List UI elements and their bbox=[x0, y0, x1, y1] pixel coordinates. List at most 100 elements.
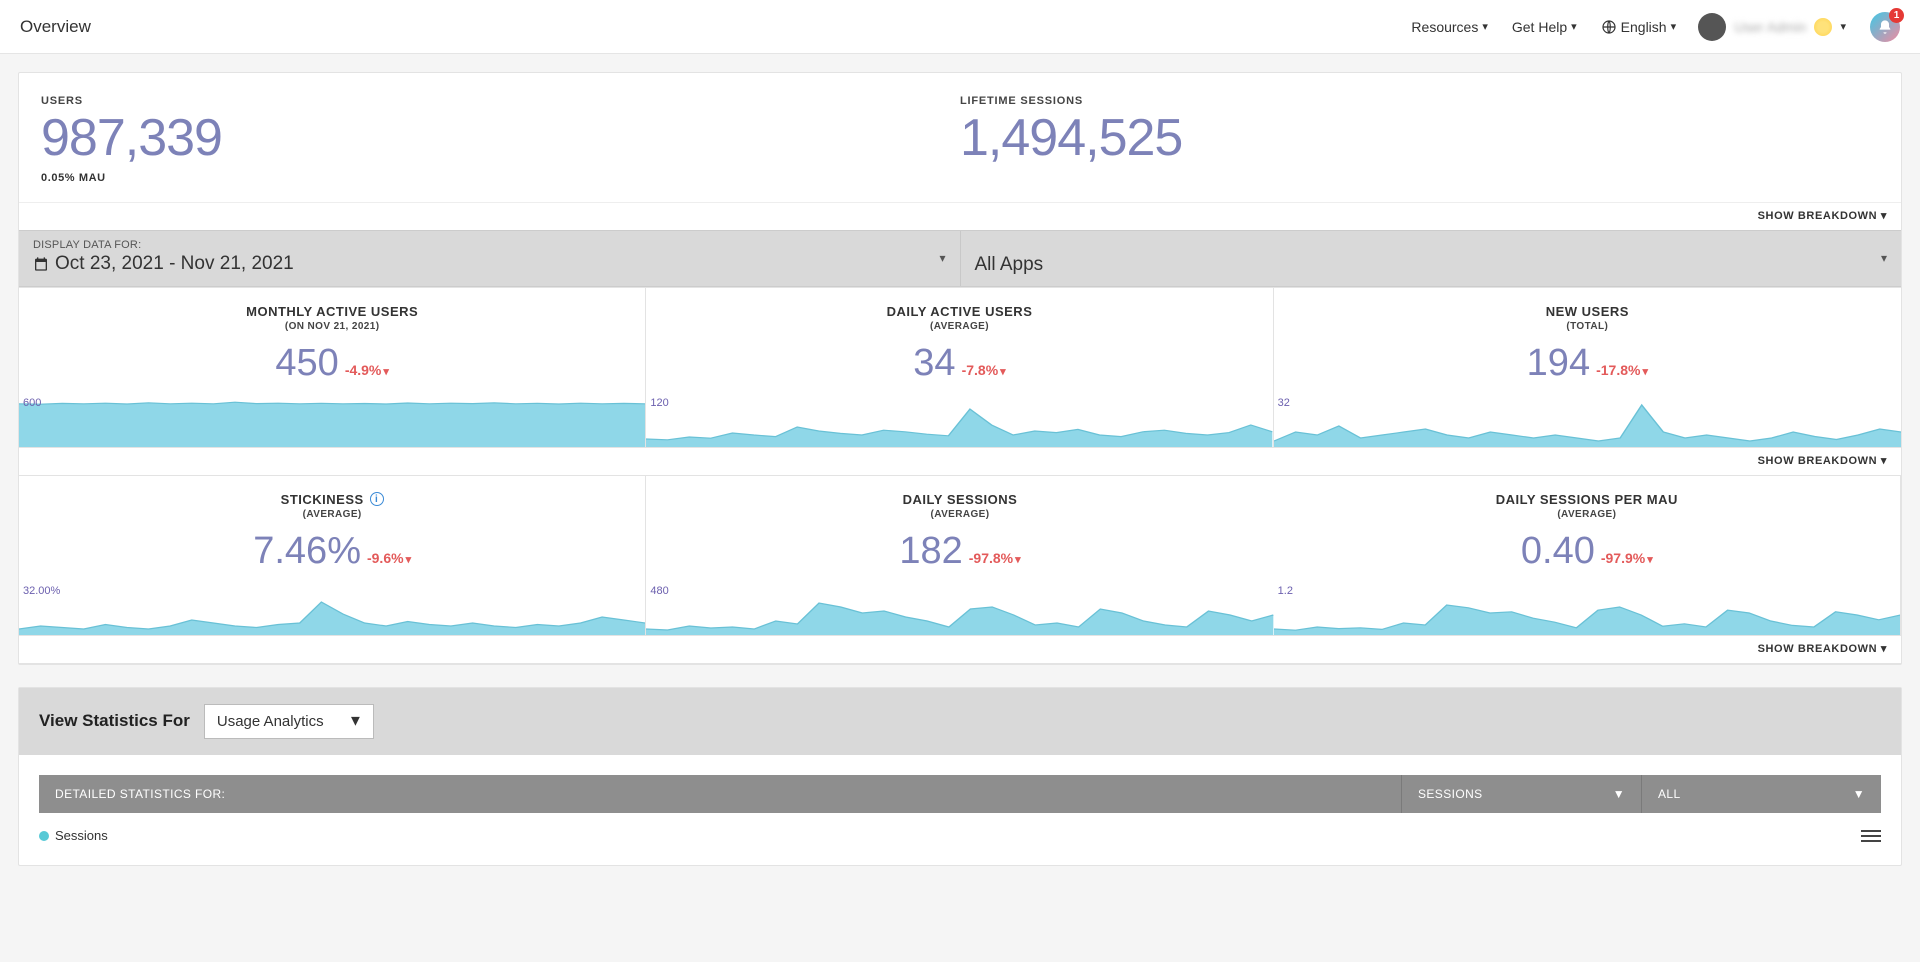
metric-card[interactable]: DAILY SESSIONS (AVERAGE) 182 -97.8%▾ 480 bbox=[646, 476, 1273, 636]
show-breakdown-button[interactable]: SHOW BREAKDOWN ▾ bbox=[19, 636, 1901, 664]
metric-subtitle: (ON NOV 21, 2021) bbox=[19, 321, 645, 332]
metric-value: 450 bbox=[275, 342, 338, 385]
spark-ymax: 480 bbox=[650, 585, 668, 597]
get-help-label: Get Help bbox=[1512, 19, 1567, 35]
metric-subtitle: (AVERAGE) bbox=[1274, 509, 1900, 520]
summary-sessions: LIFETIME SESSIONS 1,494,525 bbox=[960, 95, 1879, 184]
app-picker-value: All Apps bbox=[975, 254, 1044, 276]
chevron-down-icon: ▾ bbox=[1881, 251, 1887, 265]
caret-down-icon: ▼ bbox=[348, 713, 363, 730]
notification-count: 1 bbox=[1889, 8, 1904, 23]
stats-body: DETAILED STATISTICS FOR: SESSIONS ▼ ALL … bbox=[19, 755, 1901, 865]
metric-title: STICKINESS i bbox=[19, 492, 645, 507]
date-range-picker[interactable]: DISPLAY DATA FOR: Oct 23, 2021 - Nov 21,… bbox=[19, 231, 961, 286]
metric-subtitle: (AVERAGE) bbox=[19, 509, 645, 520]
spark-ymax: 600 bbox=[23, 397, 41, 409]
users-value: 987,339 bbox=[41, 111, 960, 166]
metric-value: 7.46% bbox=[253, 530, 361, 573]
spark-ymax: 32 bbox=[1278, 397, 1290, 409]
stats-header: View Statistics For Usage Analytics ▼ bbox=[19, 688, 1901, 755]
metric-delta: -97.9%▾ bbox=[1601, 550, 1653, 566]
page-body: USERS 987,339 0.05% MAU LIFETIME SESSION… bbox=[0, 54, 1920, 884]
get-help-menu[interactable]: Get Help ▾ bbox=[1500, 19, 1589, 35]
info-icon[interactable]: i bbox=[370, 492, 384, 506]
page-title: Overview bbox=[20, 17, 91, 37]
legend-label: Sessions bbox=[55, 828, 108, 843]
avatar bbox=[1698, 13, 1726, 41]
chevron-down-icon: ▾ bbox=[939, 251, 945, 265]
stats-header-label: View Statistics For bbox=[39, 711, 190, 731]
sparkline-chart bbox=[19, 587, 645, 635]
show-breakdown-button[interactable]: SHOW BREAKDOWN ▾ bbox=[19, 202, 1901, 230]
metric-card[interactable]: MONTHLY ACTIVE USERS (ON NOV 21, 2021) 4… bbox=[19, 288, 646, 448]
detail-dropdown-scope[interactable]: ALL ▼ bbox=[1641, 775, 1881, 813]
metrics-grid: MONTHLY ACTIVE USERS (ON NOV 21, 2021) 4… bbox=[19, 287, 1901, 664]
metric-card[interactable]: NEW USERS (TOTAL) 194 -17.8%▾ 32 bbox=[1274, 288, 1901, 448]
chart-legend: Sessions bbox=[39, 827, 1881, 845]
metric-delta: -9.6%▾ bbox=[367, 550, 411, 566]
spark-ymax: 32.00% bbox=[23, 585, 60, 597]
summary-users: USERS 987,339 0.05% MAU bbox=[41, 95, 960, 184]
metric-card[interactable]: DAILY SESSIONS PER MAU (AVERAGE) 0.40 -9… bbox=[1274, 476, 1901, 636]
summary-card: USERS 987,339 0.05% MAU LIFETIME SESSION… bbox=[18, 72, 1902, 665]
top-nav: Overview Resources ▾ Get Help ▾ English … bbox=[0, 0, 1920, 54]
sparkline-chart bbox=[1274, 587, 1900, 635]
sparkline-chart bbox=[19, 399, 645, 447]
notifications-button[interactable]: 1 bbox=[1870, 12, 1900, 42]
metric-value: 182 bbox=[899, 530, 962, 573]
users-label: USERS bbox=[41, 95, 960, 107]
sparkline-chart bbox=[1274, 399, 1901, 447]
chevron-down-icon: ▾ bbox=[1571, 20, 1577, 33]
metric-card[interactable]: STICKINESS i (AVERAGE) 7.46% -9.6%▾ 32.0… bbox=[19, 476, 646, 636]
metric-delta: -7.8%▾ bbox=[962, 362, 1006, 378]
stats-select[interactable]: Usage Analytics ▼ bbox=[204, 704, 374, 739]
metric-delta: -4.9%▾ bbox=[345, 362, 389, 378]
metric-title: NEW USERS bbox=[1274, 304, 1901, 319]
metric-title: DAILY SESSIONS bbox=[646, 492, 1273, 507]
metric-title: DAILY SESSIONS PER MAU bbox=[1274, 492, 1900, 507]
metric-card[interactable]: DAILY ACTIVE USERS (AVERAGE) 34 -7.8%▾ 1… bbox=[646, 288, 1273, 448]
sparkline-chart bbox=[646, 587, 1273, 635]
stats-card: View Statistics For Usage Analytics ▼ DE… bbox=[18, 687, 1902, 866]
filter-label: DISPLAY DATA FOR: bbox=[33, 239, 946, 251]
language-menu[interactable]: English ▾ bbox=[1589, 19, 1688, 35]
metric-delta: -97.8%▾ bbox=[969, 550, 1021, 566]
resources-menu[interactable]: Resources ▾ bbox=[1399, 19, 1499, 35]
spark-ymax: 1.2 bbox=[1278, 585, 1293, 597]
language-label: English bbox=[1621, 19, 1667, 35]
metric-subtitle: (AVERAGE) bbox=[646, 321, 1272, 332]
app-picker[interactable]: All Apps ▾ bbox=[961, 231, 1902, 286]
chevron-down-icon: ▾ bbox=[1482, 20, 1488, 33]
detail-dropdown-metric[interactable]: SESSIONS ▼ bbox=[1401, 775, 1641, 813]
chevron-down-icon: ▾ bbox=[1671, 20, 1677, 33]
metric-title: MONTHLY ACTIVE USERS bbox=[19, 304, 645, 319]
caret-down-icon: ▼ bbox=[1613, 787, 1625, 801]
caret-down-icon: ▼ bbox=[1853, 787, 1865, 801]
spark-ymax: 120 bbox=[650, 397, 668, 409]
sparkline-chart bbox=[646, 399, 1272, 447]
detail-bar: DETAILED STATISTICS FOR: SESSIONS ▼ ALL … bbox=[39, 775, 1881, 813]
detail-label: DETAILED STATISTICS FOR: bbox=[39, 775, 1401, 813]
user-name: User Admin bbox=[1734, 19, 1806, 35]
users-sub: 0.05% MAU bbox=[41, 172, 960, 184]
show-breakdown-button[interactable]: SHOW BREAKDOWN ▾ bbox=[19, 448, 1901, 476]
chevron-down-icon: ▾ bbox=[1840, 20, 1846, 33]
resources-label: Resources bbox=[1411, 19, 1478, 35]
sun-icon bbox=[1814, 18, 1832, 36]
stats-select-value: Usage Analytics bbox=[217, 713, 324, 730]
metric-value: 0.40 bbox=[1521, 530, 1595, 573]
metric-value: 194 bbox=[1527, 342, 1590, 385]
calendar-icon bbox=[33, 256, 49, 272]
detail-dd2-value: ALL bbox=[1658, 787, 1681, 801]
filter-bar: DISPLAY DATA FOR: Oct 23, 2021 - Nov 21,… bbox=[19, 230, 1901, 287]
date-range-value: Oct 23, 2021 - Nov 21, 2021 bbox=[55, 253, 294, 275]
globe-icon bbox=[1601, 19, 1617, 35]
chart-menu-button[interactable] bbox=[1861, 827, 1881, 845]
user-menu[interactable]: User Admin ▾ bbox=[1688, 13, 1856, 41]
metric-subtitle: (AVERAGE) bbox=[646, 509, 1273, 520]
detail-dd1-value: SESSIONS bbox=[1418, 787, 1483, 801]
metric-subtitle: (TOTAL) bbox=[1274, 321, 1901, 332]
sessions-label: LIFETIME SESSIONS bbox=[960, 95, 1879, 107]
metric-title: DAILY ACTIVE USERS bbox=[646, 304, 1272, 319]
sessions-value: 1,494,525 bbox=[960, 111, 1879, 166]
